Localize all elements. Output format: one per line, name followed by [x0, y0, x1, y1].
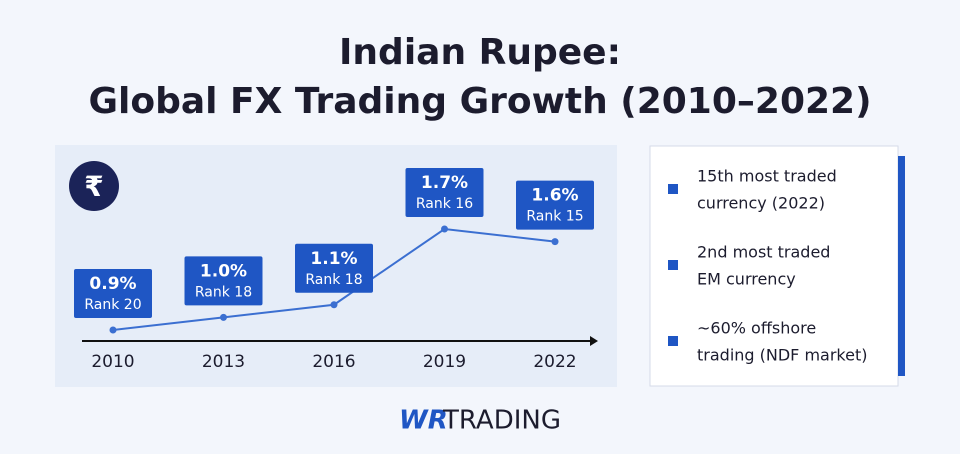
- callout: [405, 168, 484, 217]
- highlight-text: trading (NDF market): [697, 346, 867, 365]
- highlight-text: 2nd most traded: [697, 243, 830, 262]
- title-line: Global FX Trading Growth (2010–2022): [88, 81, 871, 122]
- bullet: [668, 336, 678, 346]
- bullet: [668, 184, 678, 194]
- callout: [516, 180, 594, 230]
- value-label: 1.7%: [421, 173, 468, 193]
- x-tick-label: 2016: [312, 352, 355, 372]
- point: [551, 238, 559, 246]
- highlight-text: EM currency: [697, 270, 796, 289]
- x-tick-label: 2019: [423, 352, 466, 372]
- brand: WR TRADING: [399, 406, 561, 436]
- callout: [74, 269, 152, 318]
- highlights-panel: [649, 145, 899, 387]
- highlight-text: 15th most traded: [697, 167, 837, 186]
- highlight-text: ~60% offshore: [697, 319, 816, 338]
- x-tick-label: 2013: [202, 352, 245, 372]
- x-tick-label: 2010: [91, 352, 134, 372]
- point: [220, 313, 227, 321]
- highlight-text: currency (2022): [697, 194, 825, 213]
- rank-label: Rank 20: [84, 297, 141, 313]
- brand-mark: WR: [399, 406, 448, 436]
- value-label: 0.9%: [89, 274, 136, 294]
- x-tick-label: 2022: [533, 352, 576, 372]
- rank-label: Rank 16: [416, 196, 473, 212]
- point: [441, 225, 448, 233]
- brand-name: TRADING: [442, 406, 561, 436]
- axis-arrow: [590, 336, 598, 346]
- panel-accent: [898, 156, 905, 376]
- rank-label: Rank 15: [526, 209, 583, 225]
- bullet: [668, 260, 678, 270]
- currency-icon: [69, 161, 119, 211]
- point: [330, 301, 338, 309]
- callout: [295, 243, 373, 293]
- callout: [184, 256, 263, 306]
- title-line: Indian Rupee:: [339, 32, 621, 73]
- rank-label: Rank 18: [195, 284, 252, 300]
- value-label: 1.1%: [310, 249, 357, 269]
- currency-symbol: ₹: [84, 170, 103, 203]
- value-label: 1.6%: [531, 186, 578, 206]
- rank-label: Rank 18: [305, 272, 362, 288]
- value-label: 1.0%: [200, 261, 247, 281]
- point: [109, 326, 117, 334]
